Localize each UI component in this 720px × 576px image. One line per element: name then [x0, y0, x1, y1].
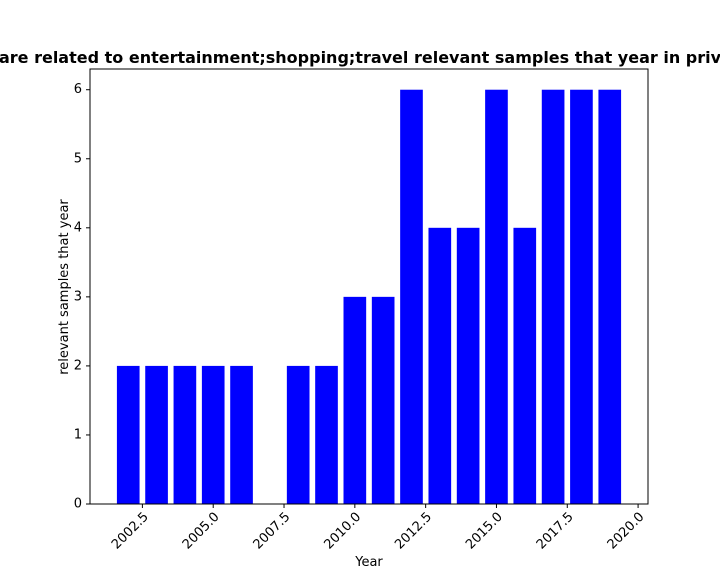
y-axis: 0 1 2 3 4 5 6 [74, 82, 90, 512]
x-tick-label: 2015.0 [463, 510, 506, 553]
y-tick-label: 3 [74, 289, 82, 304]
x-tick-label: 2020.0 [605, 510, 648, 553]
bar-2004 [173, 365, 197, 504]
y-tick-label: 4 [74, 220, 82, 235]
x-axis: 2002.5 2005.0 2007.5 2010.0 2012.5 2015.0 2017… [109, 504, 647, 552]
bar-2013 [428, 227, 452, 505]
x-tick-label: 2005.0 [180, 510, 223, 553]
bar-2017 [541, 89, 565, 504]
y-tick-label: 0 [74, 497, 82, 512]
bar-2011 [371, 296, 395, 504]
bar-2018 [570, 89, 593, 504]
y-tick-label: 2 [74, 358, 82, 373]
bar-2012 [400, 89, 423, 504]
y-tick-label: 1 [74, 427, 82, 442]
bar-2010 [343, 296, 367, 504]
bar-2003 [145, 365, 168, 504]
x-tick-label: 2012.5 [392, 510, 435, 553]
y-tick-label: 6 [74, 82, 82, 97]
x-tick-label: 2017.5 [534, 510, 577, 553]
bar-2016 [513, 227, 537, 505]
bar-2002 [116, 365, 140, 504]
x-tick-label: 2002.5 [109, 510, 152, 553]
bar-2008 [286, 365, 310, 504]
chart-title: are related to entertainment;shopping;tr… [0, 48, 720, 67]
y-tick-label: 5 [74, 151, 82, 166]
x-tick-label: 2007.5 [251, 510, 294, 553]
x-axis-label: Year [354, 555, 383, 570]
x-tick-label: 2010.0 [321, 510, 364, 553]
bar-2015 [485, 89, 508, 504]
bar-2009 [315, 365, 338, 504]
plot-frame [89, 68, 649, 505]
bars-group [116, 89, 622, 505]
bar-2005 [201, 365, 225, 504]
bar-2006 [230, 365, 253, 504]
bar-2019 [598, 89, 622, 504]
bar-2014 [456, 227, 480, 505]
y-axis-label: relevant samples that year [57, 199, 72, 375]
